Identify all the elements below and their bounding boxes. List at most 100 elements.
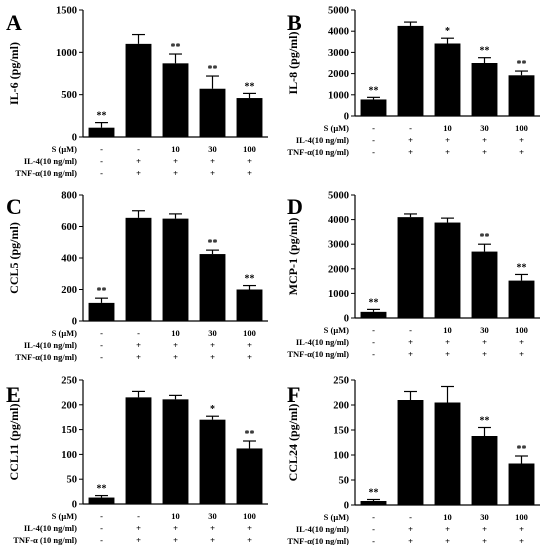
y-tick-label: 1000	[328, 289, 349, 300]
y-axis-label: CCL24 (pg/ml)	[286, 404, 300, 482]
condition-row-label: TNF-α(10 ng/ml)	[15, 352, 77, 362]
significance-label: **	[369, 488, 379, 499]
y-tick-label: 100	[333, 451, 349, 462]
bar	[360, 311, 387, 318]
condition-value: 30	[208, 328, 217, 338]
y-tick-label: 250	[333, 376, 349, 387]
condition-row-label: IL-4(10 ng/ml)	[24, 156, 77, 166]
significance-label: **	[208, 238, 218, 249]
bar	[199, 88, 226, 137]
condition-value: +	[136, 340, 141, 350]
y-tick-label: 1000	[56, 48, 77, 59]
condition-value: +	[408, 536, 413, 545]
bar	[88, 127, 115, 137]
condition-value: +	[519, 349, 524, 359]
bar	[125, 217, 152, 321]
condition-value: +	[247, 156, 252, 166]
condition-row-label: TNF-α (10 ng/ml)	[13, 535, 77, 545]
y-axis-label: IL-8 (pg/ml)	[286, 31, 300, 94]
bar	[88, 302, 115, 321]
y-tick-label: 200	[333, 401, 349, 412]
bar	[471, 436, 498, 505]
condition-value: +	[482, 524, 487, 534]
condition-value: 100	[515, 123, 528, 133]
condition-value: +	[210, 352, 215, 362]
condition-value: -	[100, 523, 103, 533]
condition-value: +	[408, 349, 413, 359]
condition-row-label: S (μM)	[52, 144, 78, 154]
panel-letter: A	[6, 10, 22, 35]
condition-value: +	[136, 168, 141, 178]
y-tick-label: 100	[61, 450, 77, 461]
condition-row-label: IL-4(10 ng/ml)	[296, 524, 349, 534]
y-tick-label: 3000	[328, 240, 349, 251]
panel-letter: B	[287, 10, 302, 35]
bar	[199, 419, 226, 504]
condition-row-label: S (μM)	[324, 123, 350, 133]
condition-value: +	[408, 147, 413, 157]
condition-value: 30	[480, 512, 489, 522]
condition-value: +	[173, 352, 178, 362]
bar	[88, 497, 115, 504]
condition-value: +	[173, 168, 178, 178]
condition-value: +	[445, 524, 450, 534]
condition-value: 100	[243, 144, 256, 154]
condition-value: +	[136, 535, 141, 545]
significance-label: **	[245, 274, 255, 285]
y-tick-label: 400	[61, 254, 77, 265]
significance-label: *	[445, 26, 450, 37]
significance-label: **	[480, 46, 490, 57]
condition-value: +	[173, 340, 178, 350]
condition-row-label: S (μM)	[52, 511, 78, 521]
condition-value: 10	[443, 512, 452, 522]
bar	[508, 75, 535, 116]
condition-value: 10	[171, 511, 180, 521]
condition-value: +	[173, 535, 178, 545]
significance-label: **	[208, 64, 218, 75]
panel-f: F 0 50 100 150 200 250 CCL24 (pg/ml) ** ** ** S (μM…	[286, 376, 540, 545]
condition-value: +	[408, 337, 413, 347]
condition-value: -	[372, 147, 375, 157]
bar	[397, 217, 424, 318]
condition-value: -	[409, 325, 412, 335]
significance-label: **	[517, 59, 527, 70]
bar	[360, 501, 387, 505]
panel-letter: F	[287, 382, 300, 407]
condition-value: -	[372, 123, 375, 133]
condition-row-label: TNF-α(10 ng/ml)	[287, 147, 349, 157]
condition-value: +	[482, 337, 487, 347]
condition-value: 10	[171, 144, 180, 154]
condition-value: 100	[515, 512, 528, 522]
condition-value: +	[136, 523, 141, 533]
significance-label: **	[97, 111, 107, 122]
condition-value: +	[519, 337, 524, 347]
condition-value: 30	[208, 511, 217, 521]
y-tick-label: 250	[61, 376, 77, 387]
y-axis-label: CCL5 (pg/ml)	[7, 222, 21, 294]
condition-value: -	[100, 535, 103, 545]
condition-value: 30	[208, 144, 217, 154]
significance-label: **	[97, 286, 107, 297]
condition-value: +	[210, 340, 215, 350]
condition-value: +	[519, 135, 524, 145]
bar	[162, 63, 189, 138]
condition-value: -	[372, 536, 375, 545]
y-tick-label: 0	[344, 112, 349, 123]
panel-letter: D	[287, 194, 303, 219]
condition-value: -	[372, 349, 375, 359]
y-tick-label: 0	[344, 501, 349, 512]
y-tick-label: 1500	[56, 6, 77, 17]
condition-value: 10	[443, 325, 452, 335]
bar	[508, 463, 535, 505]
significance-label: **	[369, 297, 379, 308]
bar	[434, 402, 461, 505]
y-tick-label: 0	[72, 317, 77, 328]
condition-value: 30	[480, 325, 489, 335]
panel-c: C 0 200 400 600 800 CCL5 (pg/ml) ** ** ** S (μM) - -…	[6, 191, 268, 362]
condition-value: -	[372, 337, 375, 347]
condition-value: -	[409, 123, 412, 133]
bar	[360, 99, 387, 116]
